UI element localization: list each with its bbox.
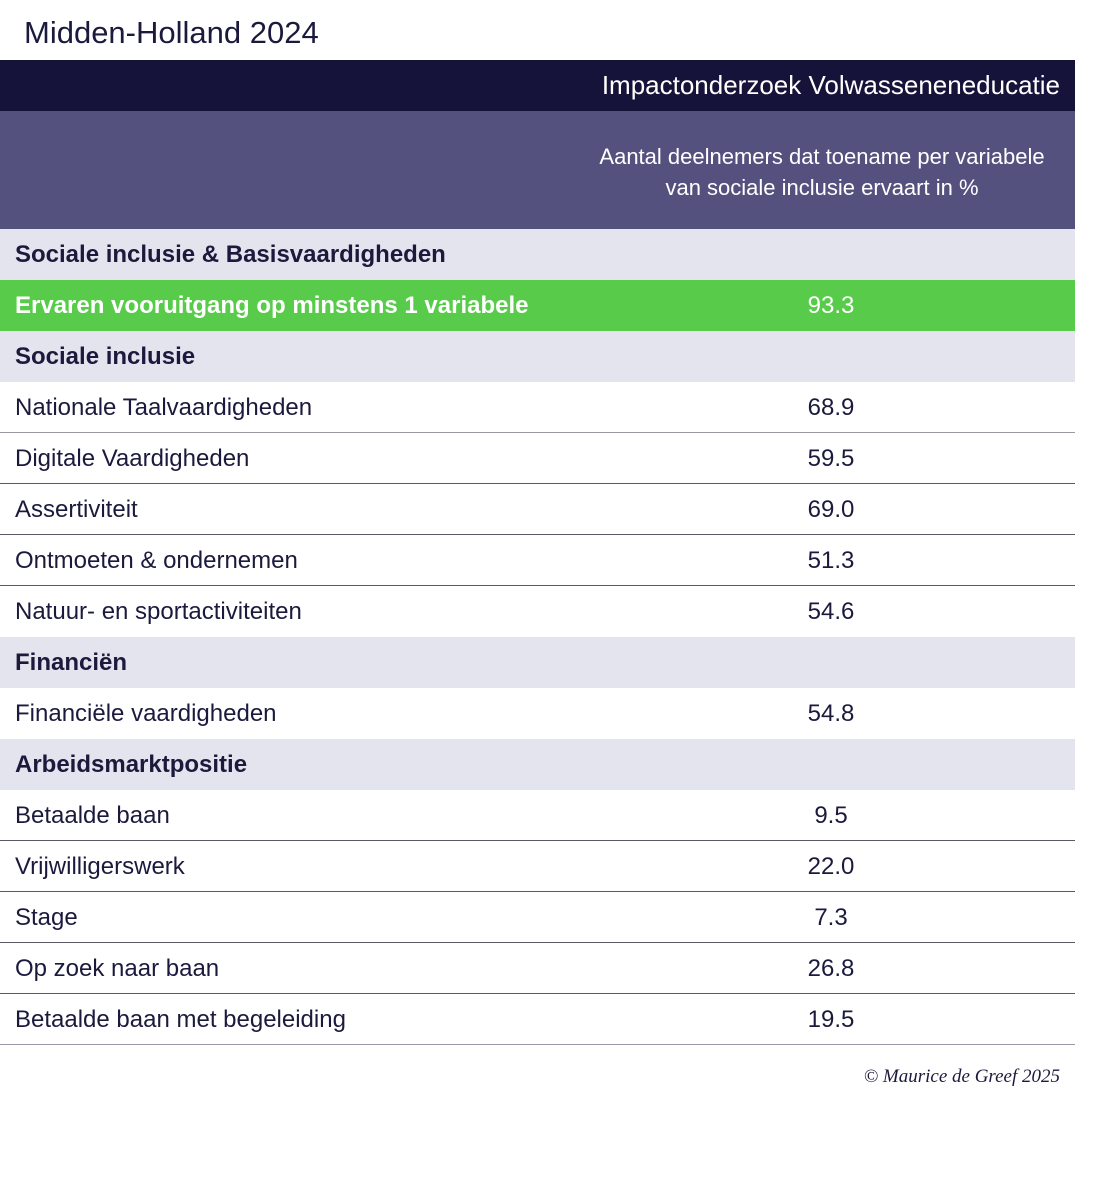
table-row: Vrijwilligerswerk 22.0 [0,841,1075,892]
row-label: Betaalde baan [15,802,170,829]
row-value: 7.3 [814,904,848,931]
row-value: 22.0 [807,853,855,880]
table-row: Nationale Taalvaardigheden 68.9 [0,382,1075,433]
row-value: 69.0 [807,496,855,523]
row-label: Sociale inclusie [15,343,196,370]
copyright-note: © Maurice de Greef 2025 [863,1066,1060,1087]
row-value: 59.5 [807,445,855,472]
table-row: Op zoek naar baan 26.8 [0,943,1075,994]
section-row-financien: Financiën [0,637,1075,688]
row-value: 9.5 [814,802,848,829]
row-label: Ontmoeten & ondernemen [15,547,298,574]
table-header: Aantal deelnemers dat toename per variab… [0,111,1075,229]
row-value: 51.3 [807,547,855,574]
row-value: 93.3 [807,292,855,319]
column-header: Aantal deelnemers dat toename per variab… [599,144,1045,200]
highlight-row: Ervaren vooruitgang op minstens 1 variab… [0,280,1075,331]
section-row-basisvaardigheden: Sociale inclusie & Basisvaardigheden [0,229,1075,280]
table-row: Financiële vaardigheden 54.8 [0,688,1075,739]
section-row-sociale-inclusie: Sociale inclusie [0,331,1075,382]
row-label: Nationale Taalvaardigheden [15,394,313,421]
table-row: Betaalde baan met begeleiding 19.5 [0,994,1075,1045]
row-value: 68.9 [807,394,855,421]
row-label: Natuur- en sportactiviteiten [15,598,302,625]
row-label: Vrijwilligerswerk [15,853,185,880]
page-title: Midden-Holland 2024 [24,15,319,50]
row-value: 54.8 [807,700,855,727]
row-label: Op zoek naar baan [15,955,220,982]
row-value: 19.5 [807,1006,855,1033]
row-value: 54.6 [807,598,855,625]
table-title: Impactonderzoek Volwasseneneducatie [0,60,1075,111]
section-row-arbeidsmarktpositie: Arbeidsmarktpositie [0,739,1075,790]
row-label: Arbeidsmarktpositie [15,751,248,778]
row-label: Sociale inclusie & Basisvaardigheden [15,241,446,268]
impact-table: Impactonderzoek Volwasseneneducatie Aant… [0,60,1075,1045]
row-label: Betaalde baan met begeleiding [15,1006,346,1033]
table-row: Stage 7.3 [0,892,1075,943]
row-label: Assertiviteit [15,496,138,523]
table-row: Natuur- en sportactiviteiten 54.6 [0,586,1075,637]
table-row: Assertiviteit 69.0 [0,484,1075,535]
table-row: Digitale Vaardigheden 59.5 [0,433,1075,484]
row-label: Financiën [15,649,128,676]
table-row: Betaalde baan 9.5 [0,790,1075,841]
table-row: Ontmoeten & ondernemen 51.3 [0,535,1075,586]
row-label: Financiële vaardigheden [15,700,277,727]
row-label: Digitale Vaardigheden [15,445,250,472]
row-label: Stage [15,904,78,931]
row-value: 26.8 [807,955,855,982]
row-label: Ervaren vooruitgang op minstens 1 variab… [15,292,529,319]
